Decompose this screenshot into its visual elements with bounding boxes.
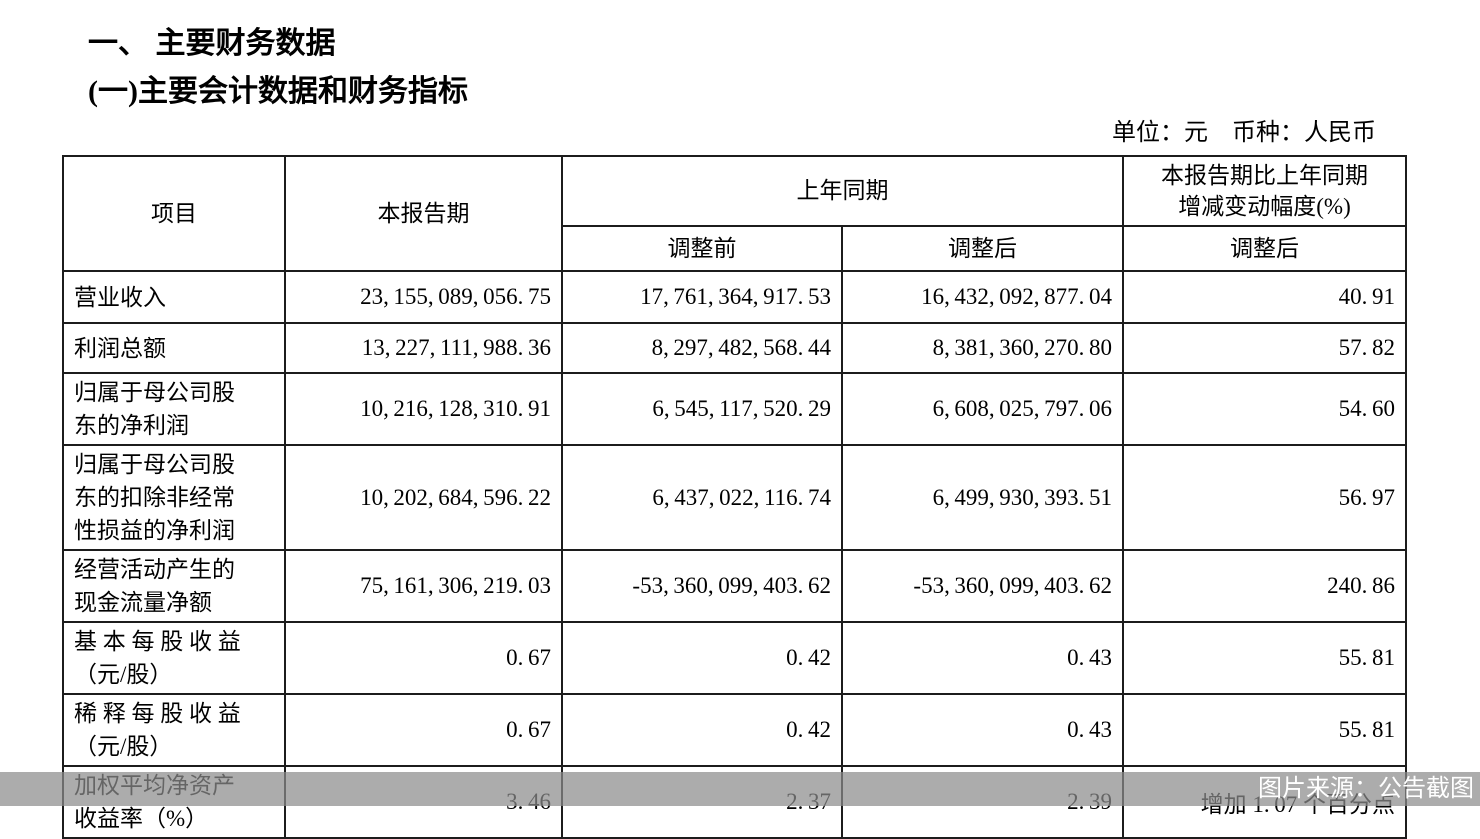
cell-value: 0. 42 — [561, 621, 843, 695]
cell-value: 240. 86 — [1122, 549, 1407, 623]
table-row-net-profit: 归属于母公司股 东的净利润 10, 216, 128, 310. 91 6, 5… — [62, 372, 1407, 446]
cell-value: 0. 67 — [284, 621, 563, 695]
cell-value: 56. 97 — [1122, 444, 1407, 551]
cell-value: 0. 43 — [841, 621, 1124, 695]
table-row-net-profit-excl-nonrecurring: 归属于母公司股 东的扣除非经常 性损益的净利润 10, 202, 684, 59… — [62, 444, 1407, 551]
cell-value: 0. 67 — [284, 693, 563, 767]
col-header-current-period: 本报告期 — [284, 155, 563, 272]
row-label: 利润总额 — [62, 322, 286, 374]
cell-value: 0. 43 — [841, 693, 1124, 767]
cell-value: 55. 81 — [1122, 693, 1407, 767]
watermark-band: 图片来源：公告截图 — [0, 772, 1480, 806]
table-row-revenue: 营业收入 23, 155, 089, 056. 75 17, 761, 364,… — [62, 270, 1407, 324]
section-title: 一、 主要财务数据 — [88, 27, 336, 60]
cell-value: 8, 381, 360, 270. 80 — [841, 322, 1124, 374]
col-header-change-after-adjustment: 调整后 — [1122, 225, 1407, 272]
cell-value: 40. 91 — [1122, 270, 1407, 324]
cell-value: 0. 42 — [561, 693, 843, 767]
cell-value: 54. 60 — [1122, 372, 1407, 446]
cell-value: 13, 227, 111, 988. 36 — [284, 322, 563, 374]
cell-value: 10, 216, 128, 310. 91 — [284, 372, 563, 446]
row-label: 归属于母公司股 东的净利润 — [62, 372, 286, 446]
cell-value: 16, 432, 092, 877. 04 — [841, 270, 1124, 324]
watermark-source-text: 图片来源：公告截图 — [1258, 775, 1474, 802]
cell-value: 55. 81 — [1122, 621, 1407, 695]
unit-currency-note: 单位：元 币种：人民币 — [1112, 120, 1376, 146]
col-header-item: 项目 — [62, 155, 286, 272]
cell-value: 57. 82 — [1122, 322, 1407, 374]
table-row-diluted-eps: 稀 释 每 股 收 益 （元/股） 0. 67 0. 42 0. 43 55. … — [62, 693, 1407, 767]
financial-data-table: 项目 本报告期 上年同期 本报告期比上年同期 增减变动幅度(%) 调整前 调整后… — [62, 155, 1407, 839]
cell-value: 6, 545, 117, 520. 29 — [561, 372, 843, 446]
row-label: 基 本 每 股 收 益 （元/股） — [62, 621, 286, 695]
cell-value: -53, 360, 099, 403. 62 — [841, 549, 1124, 623]
col-header-change-group: 本报告期比上年同期 增减变动幅度(%) — [1122, 155, 1407, 227]
col-header-before-adjustment: 调整前 — [561, 225, 843, 272]
subsection-title: (一)主要会计数据和财务指标 — [88, 75, 468, 108]
col-header-prior-year-group: 上年同期 — [561, 155, 1124, 227]
cell-value: 10, 202, 684, 596. 22 — [284, 444, 563, 551]
cell-value: 6, 437, 022, 116. 74 — [561, 444, 843, 551]
table-row-basic-eps: 基 本 每 股 收 益 （元/股） 0. 67 0. 42 0. 43 55. … — [62, 621, 1407, 695]
cell-value: -53, 360, 099, 403. 62 — [561, 549, 843, 623]
row-label: 稀 释 每 股 收 益 （元/股） — [62, 693, 286, 767]
cell-value: 8, 297, 482, 568. 44 — [561, 322, 843, 374]
row-label: 归属于母公司股 东的扣除非经常 性损益的净利润 — [62, 444, 286, 551]
table-row-operating-cash-flow: 经营活动产生的 现金流量净额 75, 161, 306, 219. 03 -53… — [62, 549, 1407, 623]
cell-value: 23, 155, 089, 056. 75 — [284, 270, 563, 324]
row-label: 营业收入 — [62, 270, 286, 324]
cell-value: 6, 608, 025, 797. 06 — [841, 372, 1124, 446]
row-label: 经营活动产生的 现金流量净额 — [62, 549, 286, 623]
table-row-total-profit: 利润总额 13, 227, 111, 988. 36 8, 297, 482, … — [62, 322, 1407, 374]
cell-value: 75, 161, 306, 219. 03 — [284, 549, 563, 623]
cell-value: 6, 499, 930, 393. 51 — [841, 444, 1124, 551]
col-header-after-adjustment: 调整后 — [841, 225, 1124, 272]
cell-value: 17, 761, 364, 917. 53 — [561, 270, 843, 324]
